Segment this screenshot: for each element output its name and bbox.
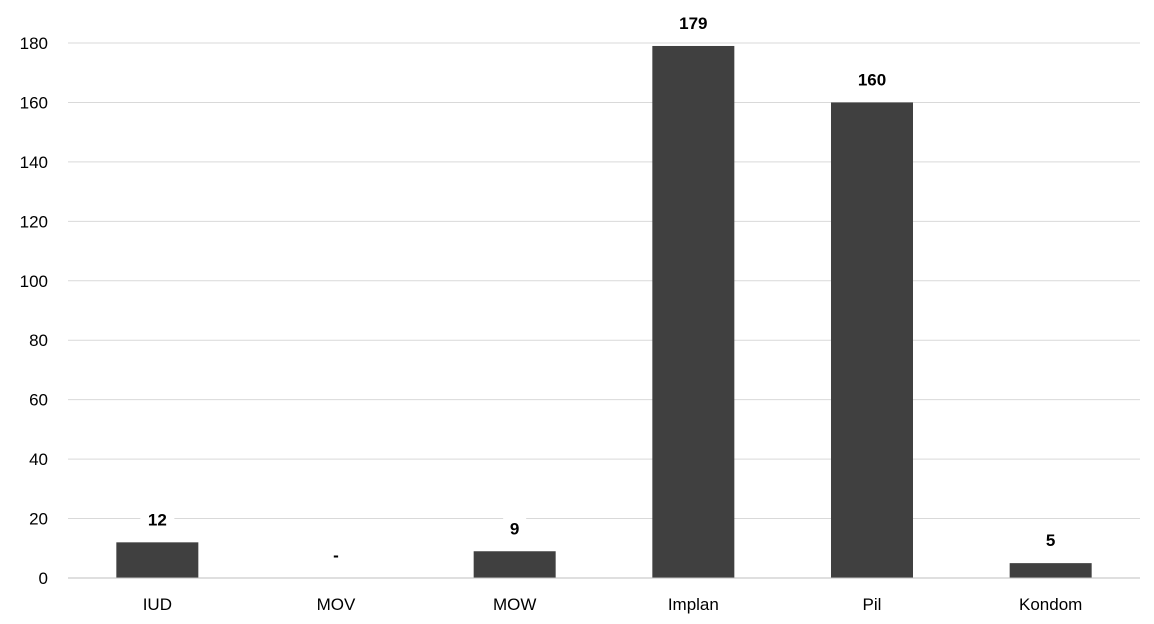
data-label-mow: 9	[510, 519, 519, 538]
x-tick-label-mow: MOW	[493, 595, 536, 614]
y-tick-label: 80	[29, 331, 48, 350]
bar-implan	[652, 45, 735, 578]
bar-pil	[831, 102, 913, 578]
data-label-background	[503, 517, 527, 542]
x-tick-label-kondom: Kondom	[1019, 595, 1082, 614]
y-tick-label: 0	[39, 569, 48, 588]
y-tick-label: 100	[20, 272, 48, 291]
data-label-implan: 179	[679, 14, 707, 33]
bar-iud	[116, 542, 199, 578]
y-tick-label: 180	[20, 34, 48, 53]
y-tick-label: 160	[20, 93, 48, 112]
y-tick-label: 140	[20, 153, 48, 172]
data-label-background	[324, 544, 348, 568]
bar-mow	[473, 551, 556, 578]
y-tick-label: 60	[29, 391, 48, 410]
data-label-pil: 160	[858, 70, 886, 89]
bar-kondom	[1009, 563, 1092, 578]
x-tick-label-iud: IUD	[143, 595, 172, 614]
data-label-mov: -	[333, 546, 339, 565]
x-tick-label-implan: Implan	[668, 595, 719, 614]
x-tick-label-mov: MOV	[317, 595, 356, 614]
data-label-background	[140, 508, 175, 533]
y-tick-label: 20	[29, 510, 48, 529]
data-labels: 12 - 9 179 160 5	[140, 11, 1063, 568]
x-axis-ticks: IUD MOV MOW Implan Pil Kondom	[143, 595, 1083, 614]
data-label-iud: 12	[148, 510, 167, 529]
data-label-background	[849, 68, 895, 93]
x-tick-label-pil: Pil	[863, 595, 882, 614]
y-axis-ticks: 0 20 40 60 80 100 120 140 160 180	[20, 34, 48, 588]
data-label-background	[670, 11, 716, 36]
data-label-kondom: 5	[1046, 531, 1055, 550]
bars	[116, 45, 1092, 578]
data-label-background	[1039, 529, 1063, 554]
gridlines	[68, 42, 1140, 520]
y-tick-label: 120	[20, 212, 48, 231]
y-tick-label: 40	[29, 450, 48, 469]
